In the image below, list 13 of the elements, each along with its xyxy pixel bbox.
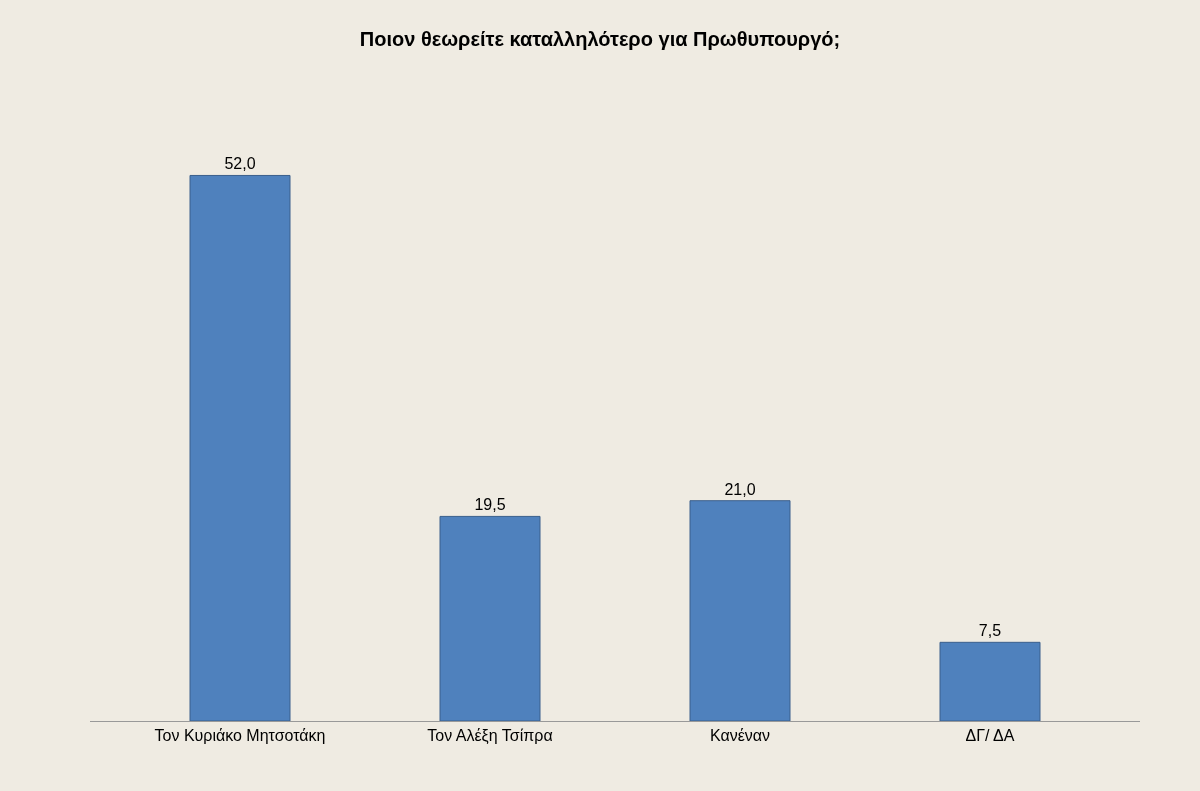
data-label: 7,5 [978, 622, 1002, 640]
data-label: 52,0 [224, 155, 256, 173]
bar [939, 641, 1041, 721]
chart-title: Ποιον θεωρείτε καταλληλότερο για Πρωθυπουργό; [359, 27, 841, 50]
x-tick-label: Κανέναν [709, 727, 771, 745]
x-tick-label: Τον Αλέξη Τσίπρα [427, 727, 553, 746]
bar [189, 174, 291, 721]
bar [439, 515, 541, 721]
x-tick-label: Τον Κυριάκο Μητσοτάκη [154, 727, 326, 745]
x-tick-label: ΔΓ/ ΔΑ [965, 727, 1015, 745]
data-label: 19,5 [474, 496, 506, 514]
data-label: 21,0 [724, 480, 756, 498]
bar [689, 500, 791, 721]
